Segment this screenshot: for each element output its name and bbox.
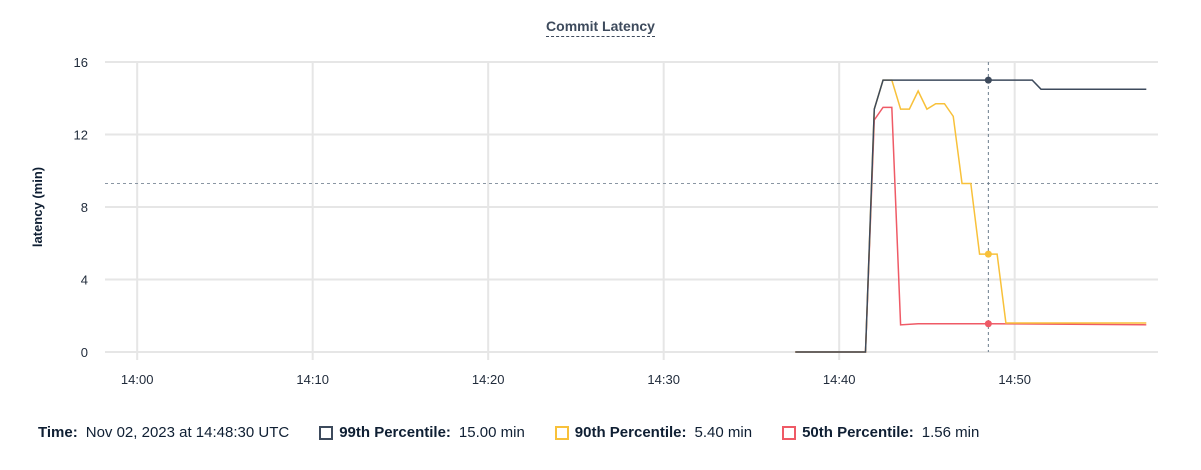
- y-tick-label: 16: [74, 55, 88, 70]
- series-line: [795, 106, 1147, 353]
- legend-item-p50: 50th Percentile: 1.56 min: [782, 424, 979, 441]
- chart-title-text[interactable]: Commit Latency: [546, 18, 655, 37]
- y-tick-label: 0: [81, 345, 88, 360]
- x-tick-label: 14:40: [823, 372, 856, 387]
- y-tick-label: 12: [74, 128, 88, 143]
- x-tick-label: 14:10: [296, 372, 329, 387]
- p90-swatch-icon: [554, 425, 569, 440]
- p50-swatch-icon: [782, 425, 797, 440]
- legend-item-p99: 99th Percentile: 15.00 min: [319, 424, 525, 441]
- legend-value: 15.00 min: [458, 424, 525, 441]
- series-line: [795, 79, 1147, 353]
- series-line: [795, 79, 1147, 353]
- legend-label: 99th Percentile:: [339, 424, 451, 441]
- chart-title[interactable]: Commit Latency: [0, 18, 1201, 37]
- legend-label: 50th Percentile:: [802, 424, 914, 441]
- cursor-point: [984, 250, 992, 258]
- legend-label: 90th Percentile:: [574, 424, 687, 441]
- legend-value: 1.56 min: [921, 424, 980, 441]
- legend-value: 5.40 min: [694, 424, 753, 441]
- p99-swatch-icon: [319, 425, 334, 440]
- cursor-point: [984, 320, 992, 328]
- x-tick-label: 14:30: [647, 372, 680, 387]
- latency-chart: 0 4 8 12 16 14:00 14:10 14:20 14:30 14:40 14:50 la…: [30, 55, 1158, 387]
- y-tick-label: 4: [81, 273, 88, 288]
- time-value: Nov 02, 2023 at 14:48:30 UTC: [85, 424, 290, 441]
- time-label: Time:: [38, 424, 78, 441]
- x-tick-label: 14:50: [998, 372, 1031, 387]
- x-tick-label: 14:00: [121, 372, 154, 387]
- legend: Time: Nov 02, 2023 at 14:48:30 UTC 99th …: [38, 424, 979, 441]
- legend-item-p90: 90th Percentile: 5.40 min: [554, 424, 753, 441]
- y-axis-label: latency (min): [30, 167, 45, 247]
- x-tick-label: 14:20: [472, 372, 505, 387]
- y-tick-label: 8: [81, 200, 88, 215]
- cursor-point: [984, 76, 992, 84]
